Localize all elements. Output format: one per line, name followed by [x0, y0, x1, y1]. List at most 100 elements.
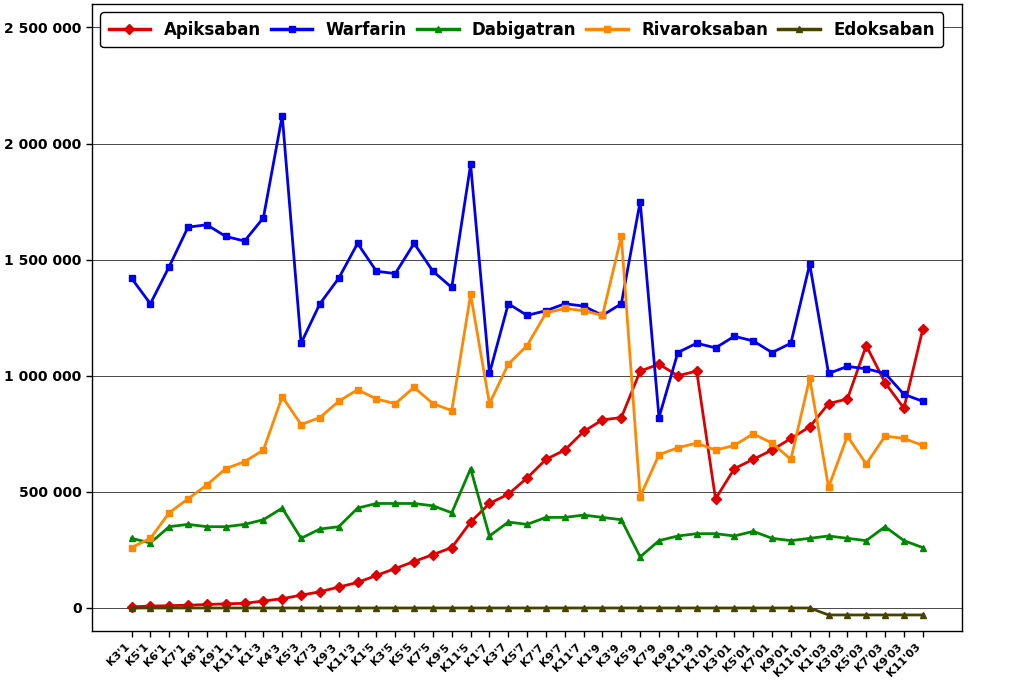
Edoksaban	[766, 604, 778, 612]
Edoksaban	[144, 604, 157, 612]
Dabigatran	[879, 522, 891, 531]
Apiksaban	[445, 544, 458, 552]
Apiksaban	[201, 600, 213, 609]
Dabigatran	[502, 518, 514, 526]
Dabigatran	[860, 537, 872, 545]
Legend: Apiksaban, Warfarin, Dabigatran, Rivaroksaban, Edoksaban: Apiksaban, Warfarin, Dabigatran, Rivarok…	[100, 12, 943, 47]
Dabigatran	[389, 499, 401, 507]
Edoksaban	[559, 604, 571, 612]
Edoksaban	[351, 604, 364, 612]
Rivaroksaban	[201, 481, 213, 489]
Rivaroksaban	[748, 430, 760, 438]
Dabigatran	[351, 504, 364, 512]
Rivaroksaban	[483, 400, 496, 408]
Warfarin	[822, 370, 835, 378]
Apiksaban	[842, 395, 854, 403]
Warfarin	[483, 370, 496, 378]
Edoksaban	[842, 611, 854, 619]
Apiksaban	[766, 446, 778, 454]
Edoksaban	[465, 604, 477, 612]
Dabigatran	[822, 532, 835, 540]
Dabigatran	[219, 522, 231, 531]
Dabigatran	[182, 520, 195, 529]
Line: Dabigatran: Dabigatran	[128, 465, 927, 560]
Apiksaban	[257, 597, 269, 605]
Warfarin	[125, 274, 137, 282]
Rivaroksaban	[540, 309, 552, 317]
Rivaroksaban	[389, 400, 401, 408]
Apiksaban	[728, 464, 740, 473]
Rivaroksaban	[916, 441, 929, 449]
Warfarin	[465, 161, 477, 169]
Warfarin	[784, 339, 797, 348]
Warfarin	[748, 337, 760, 345]
Rivaroksaban	[879, 432, 891, 441]
Edoksaban	[182, 604, 195, 612]
Edoksaban	[239, 604, 251, 612]
Apiksaban	[182, 601, 195, 609]
Edoksaban	[445, 604, 458, 612]
Warfarin	[540, 307, 552, 315]
Edoksaban	[653, 604, 666, 612]
Edoksaban	[710, 604, 722, 612]
Apiksaban	[540, 456, 552, 464]
Warfarin	[728, 332, 740, 340]
Dabigatran	[898, 537, 910, 545]
Line: Warfarin: Warfarin	[128, 112, 927, 421]
Apiksaban	[653, 360, 666, 368]
Rivaroksaban	[521, 342, 534, 350]
Dabigatran	[125, 534, 137, 542]
Apiksaban	[860, 342, 872, 350]
Dabigatran	[144, 539, 157, 547]
Edoksaban	[427, 604, 439, 612]
Warfarin	[313, 300, 326, 308]
Dabigatran	[615, 516, 628, 524]
Apiksaban	[483, 499, 496, 507]
Rivaroksaban	[125, 544, 137, 552]
Dabigatran	[916, 544, 929, 552]
Apiksaban	[784, 434, 797, 443]
Rivaroksaban	[728, 441, 740, 449]
Rivaroksaban	[276, 393, 289, 401]
Warfarin	[295, 339, 307, 348]
Rivaroksaban	[182, 494, 195, 503]
Rivaroksaban	[351, 386, 364, 394]
Rivaroksaban	[766, 439, 778, 447]
Warfarin	[842, 363, 854, 371]
Rivaroksaban	[445, 406, 458, 415]
Apiksaban	[822, 400, 835, 408]
Apiksaban	[916, 325, 929, 333]
Rivaroksaban	[239, 458, 251, 466]
Edoksaban	[822, 611, 835, 619]
Dabigatran	[540, 514, 552, 522]
Rivaroksaban	[295, 421, 307, 429]
Rivaroksaban	[144, 534, 157, 542]
Rivaroksaban	[333, 398, 345, 406]
Dabigatran	[653, 537, 666, 545]
Dabigatran	[276, 504, 289, 512]
Edoksaban	[578, 604, 590, 612]
Rivaroksaban	[653, 451, 666, 459]
Warfarin	[257, 214, 269, 222]
Rivaroksaban	[219, 464, 231, 473]
Warfarin	[804, 260, 816, 268]
Dabigatran	[333, 522, 345, 531]
Edoksaban	[333, 604, 345, 612]
Warfarin	[408, 239, 420, 247]
Edoksaban	[672, 604, 684, 612]
Warfarin	[879, 370, 891, 378]
Apiksaban	[502, 490, 514, 499]
Edoksaban	[219, 604, 231, 612]
Apiksaban	[596, 416, 608, 424]
Rivaroksaban	[860, 460, 872, 468]
Rivaroksaban	[804, 374, 816, 382]
Edoksaban	[521, 604, 534, 612]
Dabigatran	[465, 464, 477, 473]
Rivaroksaban	[634, 492, 646, 501]
Dabigatran	[313, 525, 326, 533]
Rivaroksaban	[710, 446, 722, 454]
Apiksaban	[333, 583, 345, 591]
Dabigatran	[559, 514, 571, 522]
Warfarin	[445, 283, 458, 292]
Apiksaban	[748, 456, 760, 464]
